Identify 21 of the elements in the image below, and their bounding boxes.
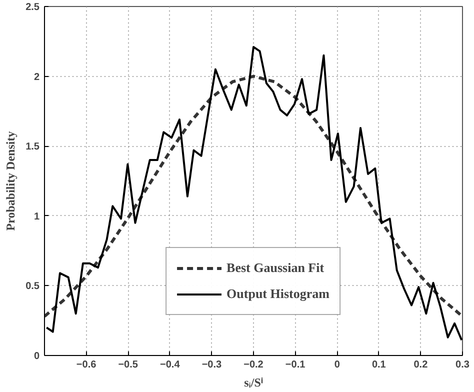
y-axis-title: Probability Density	[4, 131, 18, 231]
x-tick-label: 0	[334, 360, 340, 370]
x-axis-title: sᵢ/Sⁱ	[244, 376, 263, 390]
x-tick-label: −0.5	[118, 360, 138, 370]
y-tick-label: 2	[34, 72, 40, 83]
x-tick-label: −0.4	[160, 360, 180, 370]
x-tick-label: −0.2	[244, 360, 264, 370]
x-tick-label: 0.1	[372, 360, 386, 370]
y-tick-label: 1	[34, 211, 40, 222]
y-tick-label: 2.5	[26, 2, 40, 13]
y-tick-label: 1.5	[26, 142, 40, 153]
x-tick-label: −0.6	[76, 360, 97, 370]
y-tick-label: 0.5	[26, 281, 40, 292]
legend-label: Output Histogram	[226, 286, 330, 302]
x-tick-label: −0.1	[285, 360, 306, 370]
x-tick-label: −0.3	[202, 360, 222, 370]
x-tick-label: 0.2	[414, 360, 428, 370]
x-tick-label: 0.3	[456, 360, 470, 370]
line-series	[44, 74, 462, 318]
y-tick-label: 0	[34, 351, 40, 362]
legend-label: Best Gaussian Fit	[226, 260, 324, 276]
